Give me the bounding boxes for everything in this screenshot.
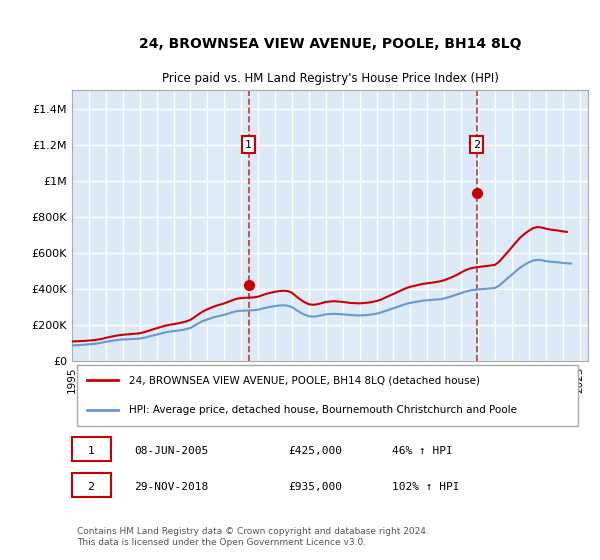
Text: 2: 2 — [473, 139, 480, 150]
Text: 08-JUN-2005: 08-JUN-2005 — [134, 446, 208, 456]
FancyBboxPatch shape — [77, 365, 578, 426]
Text: 46% ↑ HPI: 46% ↑ HPI — [392, 446, 452, 456]
Text: 1: 1 — [245, 139, 252, 150]
Text: 2: 2 — [88, 482, 95, 492]
Text: Contains HM Land Registry data © Crown copyright and database right 2024.
This d: Contains HM Land Registry data © Crown c… — [77, 527, 429, 547]
Text: 24, BROWNSEA VIEW AVENUE, POOLE, BH14 8LQ (detached house): 24, BROWNSEA VIEW AVENUE, POOLE, BH14 8L… — [129, 375, 480, 385]
Text: HPI: Average price, detached house, Bournemouth Christchurch and Poole: HPI: Average price, detached house, Bour… — [129, 405, 517, 415]
FancyBboxPatch shape — [72, 437, 110, 461]
Text: £935,000: £935,000 — [289, 482, 343, 492]
Text: Price paid vs. HM Land Registry's House Price Index (HPI): Price paid vs. HM Land Registry's House … — [161, 72, 499, 85]
Text: 24, BROWNSEA VIEW AVENUE, POOLE, BH14 8LQ: 24, BROWNSEA VIEW AVENUE, POOLE, BH14 8L… — [139, 38, 521, 52]
Text: 29-NOV-2018: 29-NOV-2018 — [134, 482, 208, 492]
Text: 102% ↑ HPI: 102% ↑ HPI — [392, 482, 460, 492]
FancyBboxPatch shape — [72, 473, 110, 497]
Text: 1: 1 — [88, 446, 95, 456]
Text: £425,000: £425,000 — [289, 446, 343, 456]
